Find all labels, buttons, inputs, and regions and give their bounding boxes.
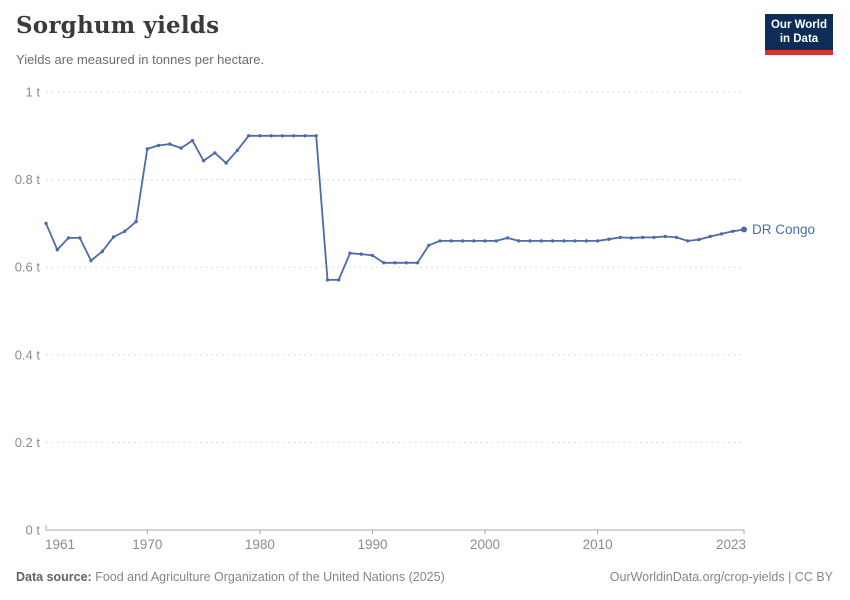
data-point [686, 239, 690, 243]
data-point [505, 236, 510, 240]
data-point [573, 239, 577, 243]
x-tick-label: 1970 [132, 537, 162, 552]
data-point [697, 237, 701, 242]
line-end-dot [741, 226, 747, 233]
series-label[interactable]: DR Congo [752, 222, 815, 237]
data-point [382, 261, 386, 265]
x-tick-label: 2023 [716, 537, 746, 552]
data-point [44, 221, 48, 226]
data-point [550, 239, 555, 243]
owid-logo[interactable]: Our World in Data [765, 14, 833, 55]
data-point [641, 235, 645, 240]
y-tick-label: 0.2 t [15, 435, 41, 450]
x-tick-label: 1990 [357, 537, 387, 552]
data-point [78, 236, 82, 240]
data-point [201, 159, 206, 163]
x-tick-label: 2000 [470, 537, 500, 552]
data-point [483, 239, 487, 243]
data-point [111, 235, 116, 239]
data-point [595, 239, 600, 243]
data-point [415, 261, 420, 265]
x-tick-label: 2010 [583, 537, 613, 552]
y-tick-label: 1 t [26, 85, 41, 100]
data-point [404, 261, 408, 265]
data-point [303, 134, 307, 138]
data-point [438, 239, 442, 243]
data-point [269, 134, 273, 138]
x-tick-label: 1980 [245, 537, 275, 552]
y-tick-label: 0 t [26, 523, 41, 538]
data-point [224, 161, 228, 165]
data-point [393, 261, 397, 265]
data-point [134, 219, 138, 224]
data-point [292, 134, 296, 138]
data-point [179, 146, 183, 150]
data-point [731, 229, 735, 233]
data-point [449, 239, 453, 243]
data-point [370, 253, 375, 258]
data-source-text: Food and Agriculture Organization of the… [95, 570, 445, 584]
y-tick-label: 0.6 t [15, 260, 41, 275]
data-source: Data source: Food and Agriculture Organi… [16, 570, 445, 584]
logo-line-2: in Data [779, 32, 819, 45]
data-point [629, 236, 634, 240]
data-point [123, 229, 127, 233]
data-point [156, 143, 161, 148]
chart-subtitle: Yields are measured in tonnes per hectar… [16, 52, 265, 67]
data-point [213, 151, 217, 155]
data-point [66, 236, 71, 240]
data-point [246, 134, 251, 138]
data-point [708, 234, 712, 239]
data-point [719, 232, 724, 236]
data-point [100, 249, 105, 254]
data-point [517, 239, 521, 243]
data-source-label: Data source: [16, 570, 92, 584]
data-point [359, 252, 363, 256]
data-point [652, 235, 656, 240]
data-point [337, 278, 341, 282]
data-point [190, 138, 195, 143]
data-point [539, 239, 544, 243]
logo-line-1: Our World [770, 19, 827, 31]
data-point [258, 134, 262, 138]
data-point [427, 243, 431, 247]
y-tick-label: 0.4 t [15, 347, 41, 362]
data-point [55, 248, 59, 252]
x-tick-label: 1961 [45, 537, 75, 552]
data-point [663, 234, 667, 239]
data-point [235, 148, 240, 152]
data-point [618, 235, 622, 240]
data-point [89, 258, 93, 263]
data-point [348, 251, 352, 255]
data-point [314, 134, 318, 138]
data-point [494, 239, 498, 243]
footer-citation-link[interactable]: OurWorldinData.org/crop-yields | CC BY [609, 570, 833, 584]
data-point [607, 237, 611, 241]
data-line [45, 134, 745, 281]
data-point [562, 239, 566, 243]
data-point [280, 134, 285, 138]
y-tick-label: 0.8 t [15, 172, 41, 187]
data-point [168, 142, 172, 146]
data-point [460, 239, 465, 243]
data-point [674, 235, 679, 240]
data-point [584, 239, 589, 243]
data-point [528, 239, 532, 243]
data-point [472, 239, 476, 243]
data-point [325, 278, 330, 282]
data-point [145, 147, 149, 151]
page-title: Sorghum yields [16, 12, 220, 39]
